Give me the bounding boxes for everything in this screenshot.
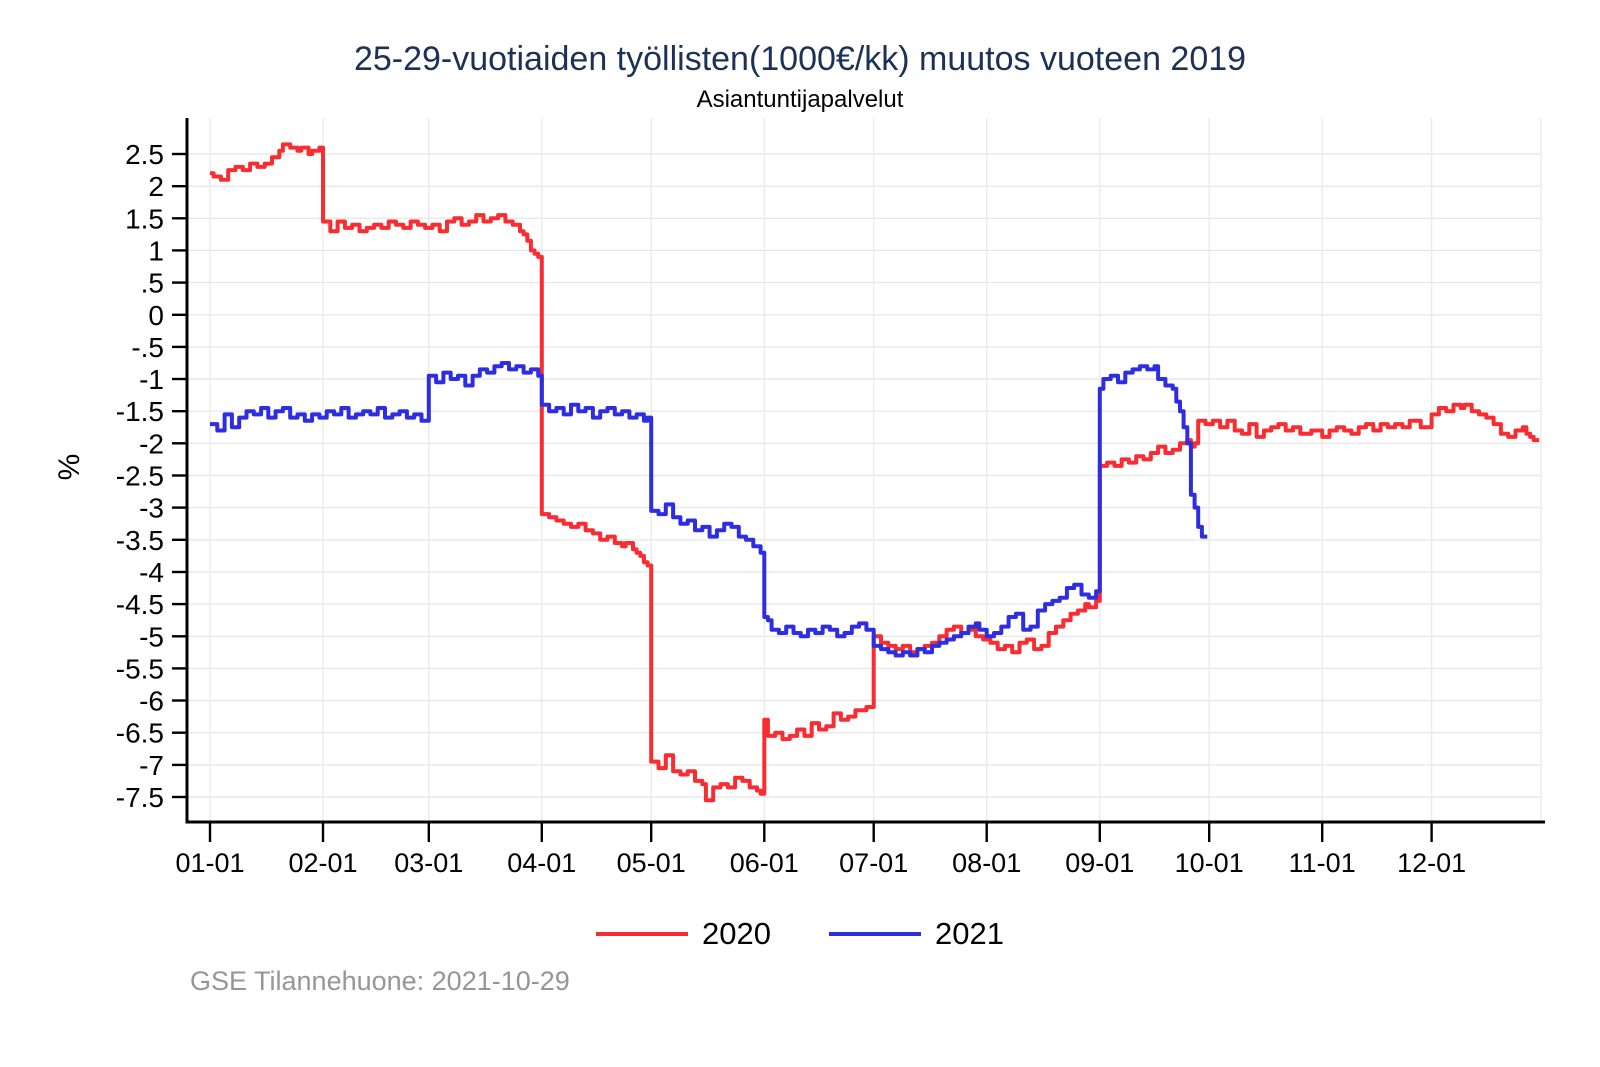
y-tick-label: -1.5	[116, 396, 164, 427]
x-tick-label: 08-01	[952, 848, 1021, 878]
chart-title: 25-29-vuotiaiden työllisten(1000€/kk) mu…	[353, 40, 1247, 78]
y-tick-label: 1.5	[125, 203, 164, 234]
x-tick-label: 09-01	[1065, 848, 1134, 878]
y-tick-label: -4.5	[116, 589, 164, 620]
legend-label-2020: 2020	[702, 916, 771, 951]
y-tick-label: -2.5	[116, 461, 164, 492]
y-tick-label: -1	[139, 364, 164, 395]
legend-swatch-2021-line	[829, 932, 921, 936]
y-tick-label: 0	[148, 300, 164, 331]
y-tick-label: 2	[148, 171, 164, 202]
y-tick-label: -3.5	[116, 525, 164, 556]
y-tick-label: .5	[141, 268, 164, 299]
y-tick-label: -.5	[131, 332, 164, 363]
x-tick-label: 02-01	[288, 848, 357, 878]
legend-item-2020: 2020	[596, 916, 771, 952]
series-line-2021	[210, 361, 1208, 658]
x-tick-label: 01-01	[175, 848, 244, 878]
y-tick-label: -3	[139, 493, 164, 524]
legend: 2020 2021	[0, 916, 1600, 952]
y-tick-label: -5	[139, 621, 164, 652]
x-tick-label: 12-01	[1397, 848, 1466, 878]
x-tick-label: 04-01	[507, 848, 576, 878]
y-tick-label: 2.5	[125, 139, 164, 170]
y-tick-label: -6	[139, 686, 164, 717]
legend-swatch-2020-line	[596, 932, 689, 936]
chart-subtitle: Asiantuntijapalvelut	[696, 86, 904, 113]
y-tick-label: -4	[139, 557, 164, 588]
y-tick-label: -7	[139, 750, 164, 781]
y-tick-label: -7.5	[116, 782, 164, 813]
legend-label-2021: 2021	[935, 916, 1004, 951]
x-tick-label: 05-01	[617, 848, 686, 878]
y-tick-label: -6.5	[116, 718, 164, 749]
legend-item-2021: 2021	[829, 916, 1004, 952]
y-tick-label: 1	[148, 235, 164, 266]
y-tick-label: -2	[139, 428, 164, 459]
series-line-2020	[210, 142, 1540, 803]
x-tick-label: 10-01	[1175, 848, 1244, 878]
x-tick-label: 03-01	[394, 848, 463, 878]
x-tick-label: 11-01	[1289, 848, 1356, 878]
x-tick-label: 06-01	[730, 848, 799, 878]
source-note: GSE Tilannehuone: 2021-10-29	[190, 966, 570, 996]
x-tick-label: 07-01	[839, 848, 908, 878]
y-tick-label: -5.5	[116, 653, 164, 684]
